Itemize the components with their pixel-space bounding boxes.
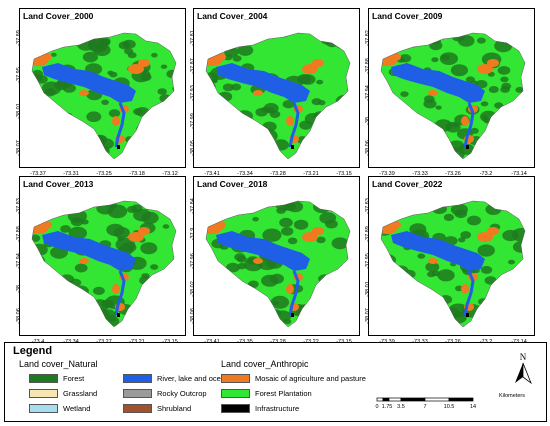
x-tick-label: -73.21 xyxy=(303,171,319,177)
map-panel-2022: Land Cover_2022 -37.83 -37.89 -37.95 -38.01… xyxy=(365,176,535,345)
panel-title: Land Cover_2022 xyxy=(372,179,443,189)
y-tick-label: -38 xyxy=(365,116,371,125)
panel-title: Land Cover_2004 xyxy=(197,11,268,21)
y-tick-label: -38.07 xyxy=(365,308,371,324)
legend-box: Legend Land cover_Natural Land cover_Ant… xyxy=(4,342,547,422)
legend-item-forest: Forest xyxy=(29,374,84,383)
y-tick-label: -37.95 xyxy=(365,253,371,269)
x-tick-label: -73.26 xyxy=(445,171,461,177)
legend-item-water: River, lake and ocean xyxy=(123,374,229,383)
y-tick-label: -37.83 xyxy=(16,198,22,214)
legend-item-agriculture: Mosaic of agriculture and pasture xyxy=(221,374,366,383)
legend-natural-heading: Land cover_Natural xyxy=(19,359,98,369)
legend-item-infrastructure: Infrastructure xyxy=(221,404,299,413)
scale-unit: Kilometers xyxy=(499,393,525,399)
legend-anthropic-heading: Land cover_Anthropic xyxy=(221,359,309,369)
x-tick-label: -73.14 xyxy=(511,171,527,177)
y-tick-label: -37.83 xyxy=(365,198,371,214)
map-panel-2018: Land Cover_2018 -37.84 -37.9 -37.96 -38.02 -… xyxy=(190,176,360,345)
legend-item-wetland: Wetland xyxy=(29,404,90,413)
panel-title: Land Cover_2018 xyxy=(197,179,268,189)
y-tick-label: -37.89 xyxy=(365,225,371,242)
x-tick-label: -73.34 xyxy=(237,171,253,177)
x-tick-label: -73.37 xyxy=(30,171,46,177)
y-tick-label: -37.84 xyxy=(190,198,196,214)
scale-label: 10.5 xyxy=(443,404,455,410)
scale-label: 1.75 xyxy=(381,404,393,410)
y-tick-label: -38.06 xyxy=(16,308,22,324)
x-tick-label: -73.28 xyxy=(270,171,286,177)
basin-map xyxy=(205,200,351,328)
y-tick-label: -38.06 xyxy=(365,140,371,156)
y-tick-label: -38 xyxy=(16,284,22,293)
x-tick-label: -73.2 xyxy=(479,171,493,177)
x-tick-label: -73.15 xyxy=(336,171,352,177)
y-tick-label: -37.95 xyxy=(16,66,22,83)
y-tick-label: -37.87 xyxy=(190,57,196,74)
x-tick-label: -73.25 xyxy=(96,171,112,177)
legend-item-rocky-outcrop: Rocky Outcrop xyxy=(123,389,207,398)
panel-title: Land Cover_2000 xyxy=(23,11,94,21)
legend-item-shrubland: Shrubland xyxy=(123,404,191,413)
y-tick-label: -38.01 xyxy=(16,103,22,120)
scale-label: 14 xyxy=(469,404,477,410)
legend-item-forest-plantation: Forest Plantation xyxy=(221,389,312,398)
map-panel-2009: Land Cover_2009 -37.82 -37.88 -37.94 -38 -38… xyxy=(365,8,535,177)
y-tick-label: -37.99 xyxy=(190,112,196,129)
y-tick-label: -37.89 xyxy=(16,30,22,46)
y-tick-label: -37.93 xyxy=(190,85,196,101)
x-tick-label: -73.31 xyxy=(63,171,79,177)
basin-map xyxy=(380,32,526,160)
legend-title: Legend xyxy=(13,345,53,357)
basin-map xyxy=(205,32,351,160)
x-tick-label: -73.33 xyxy=(412,171,428,177)
scale-bar: Kilometers 0 1.75 3.5 7 10.5 14 xyxy=(375,393,545,422)
north-label: N xyxy=(520,352,527,362)
north-arrow-icon: N xyxy=(512,351,534,392)
y-tick-label: -37.96 xyxy=(190,253,196,269)
y-tick-label: -38.01 xyxy=(365,280,371,297)
y-tick-label: -37.81 xyxy=(190,30,196,46)
panel-title: Land Cover_2013 xyxy=(23,179,94,189)
basin-map xyxy=(380,200,526,328)
panel-title: Land Cover_2009 xyxy=(372,11,443,21)
y-tick-label: -37.94 xyxy=(16,253,22,269)
y-tick-label: -38.02 xyxy=(190,280,196,297)
legend-item-grassland: Grassland xyxy=(29,389,97,398)
scale-label: 7 xyxy=(423,404,427,410)
y-tick-label: -37.94 xyxy=(365,85,371,101)
x-tick-label: -73.41 xyxy=(204,171,220,177)
map-panel-2004: Land Cover_2004 -37.81 -37.87 -37.93 -37.99… xyxy=(190,8,360,177)
scale-label: 0 xyxy=(375,404,379,410)
x-tick-label: -73.39 xyxy=(379,171,395,177)
y-tick-label: -38.05 xyxy=(190,140,196,156)
basin-map xyxy=(31,32,177,160)
y-tick-label: -37.9 xyxy=(190,227,196,240)
x-tick-label: -73.18 xyxy=(129,171,145,177)
y-tick-label: -38.07 xyxy=(16,140,22,156)
y-tick-label: -37.88 xyxy=(365,57,371,74)
y-tick-label: -37.88 xyxy=(16,225,22,242)
map-panel-2000: Land Cover_2000 -37.89 -37.95 -38.01 -38.07… xyxy=(16,8,186,177)
map-panel-2013: Land Cover_2013 -37.83 -37.88 -37.94 -38 -38… xyxy=(16,176,186,345)
y-tick-label: -37.82 xyxy=(365,30,371,46)
scale-label: 3.5 xyxy=(397,404,405,410)
basin-map xyxy=(31,200,177,328)
y-tick-label: -38.08 xyxy=(190,308,196,324)
x-tick-label: -73.12 xyxy=(162,171,178,177)
